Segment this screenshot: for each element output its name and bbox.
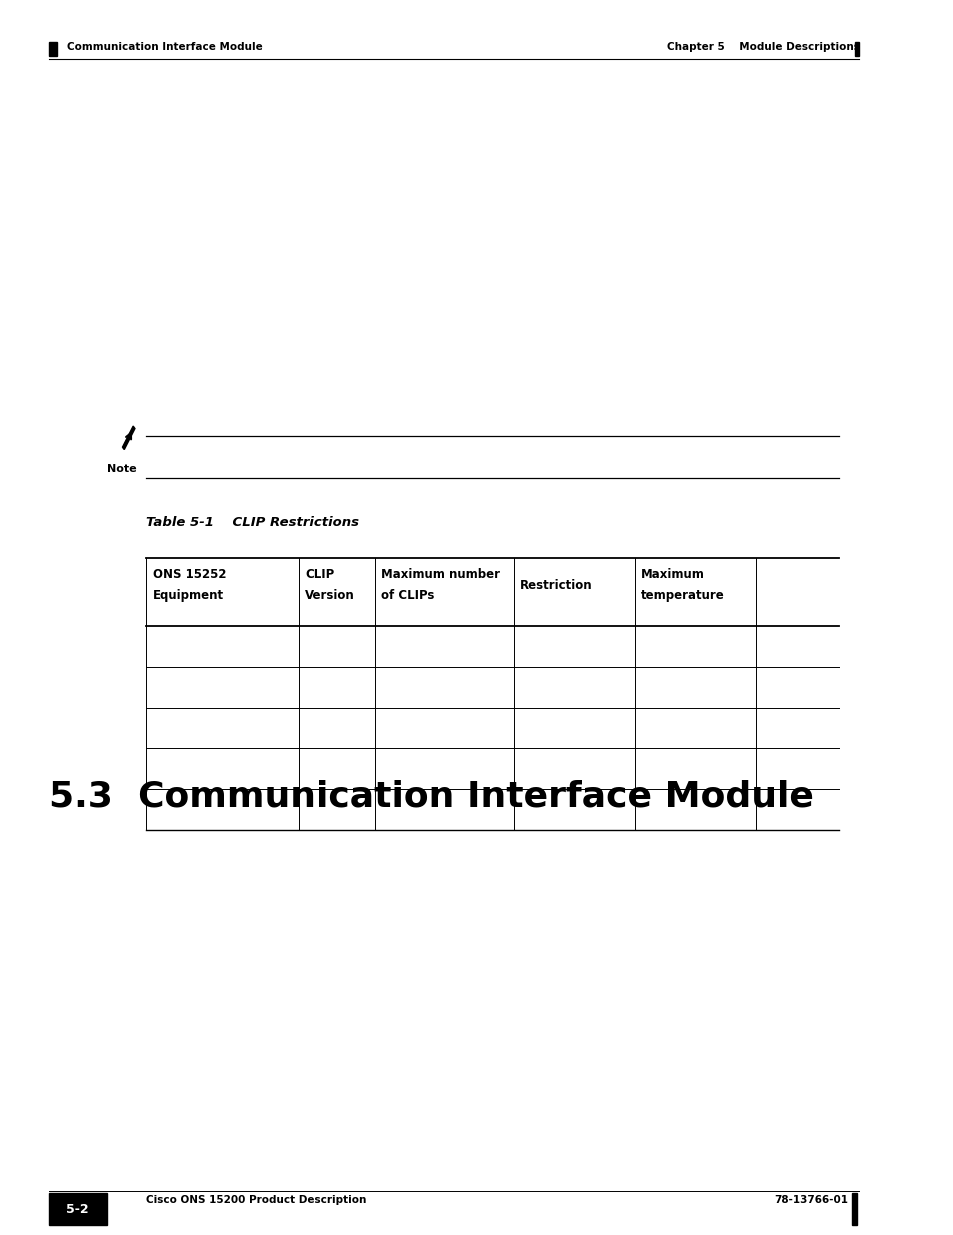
Bar [851,1193,856,1225]
Text: 5.3  Communication Interface Module: 5.3 Communication Interface Module [49,779,813,814]
Text: Communication Interface Module: Communication Interface Module [67,42,262,52]
Text: Version: Version [305,589,355,601]
Bar [854,42,859,56]
Text: ONS 15252: ONS 15252 [152,568,226,580]
Text: Maximum number: Maximum number [381,568,499,580]
Text: Cisco ONS 15200 Product Description: Cisco ONS 15200 Product Description [147,1195,367,1205]
Text: of CLIPs: of CLIPs [381,589,435,601]
Text: Maximum: Maximum [640,568,704,580]
Text: Table 5-1    CLIP Restrictions: Table 5-1 CLIP Restrictions [147,515,359,529]
Text: 5-2: 5-2 [67,1203,89,1215]
Text: Chapter 5    Module Descriptions: Chapter 5 Module Descriptions [666,42,859,52]
Bar [49,1193,107,1225]
Text: temperature: temperature [640,589,724,601]
Polygon shape [122,426,134,450]
Text: Note: Note [107,464,136,474]
Text: Equipment: Equipment [152,589,224,601]
Text: CLIP: CLIP [305,568,334,580]
Text: 78-13766-01: 78-13766-01 [773,1195,847,1205]
Text: Restriction: Restriction [519,579,592,592]
Bar [49,42,57,56]
